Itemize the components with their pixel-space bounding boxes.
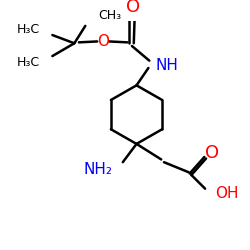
Text: H₃C: H₃C (16, 56, 40, 69)
Text: O: O (126, 0, 140, 16)
Text: CH₃: CH₃ (98, 9, 121, 22)
Text: O: O (98, 34, 110, 49)
Text: NH: NH (156, 58, 178, 73)
Text: NH₂: NH₂ (84, 162, 113, 177)
Text: H₃C: H₃C (16, 23, 40, 36)
Text: OH: OH (215, 186, 239, 201)
Text: O: O (206, 144, 220, 162)
